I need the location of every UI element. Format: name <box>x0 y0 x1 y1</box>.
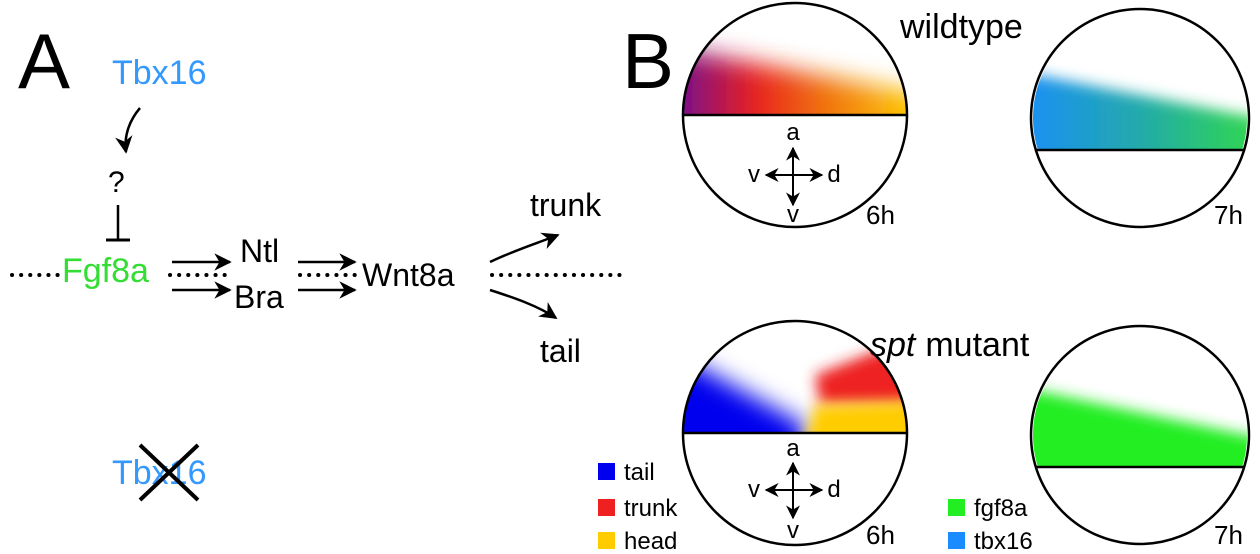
unknown-label: ? <box>108 166 125 199</box>
expression <box>1010 70 1260 170</box>
legend-swatch <box>598 532 615 549</box>
legend-label: tail <box>624 459 655 486</box>
fate-label: trunk <box>530 187 602 223</box>
axis-label: a <box>786 119 800 146</box>
time-label: 6h <box>866 520 895 550</box>
condition-title: wildtype <box>899 8 1023 46</box>
legend-swatch <box>948 499 965 516</box>
axis-label: v <box>787 201 799 228</box>
fate-label: tail <box>540 333 581 369</box>
axis-label: d <box>827 476 840 503</box>
legend-swatch <box>598 499 615 516</box>
gene-label: Wnt8a <box>362 257 455 293</box>
gene-label: Tbx16 <box>112 454 207 492</box>
panel-label: A <box>18 17 70 105</box>
time-label: 7h <box>1214 200 1243 230</box>
gene-label: Fgf8a <box>62 252 149 290</box>
axis-label: d <box>827 161 840 188</box>
expression <box>1010 385 1260 490</box>
legend-label: tbx16 <box>974 528 1033 554</box>
legend-swatch <box>948 532 965 549</box>
time-label: 6h <box>866 200 895 230</box>
arrow <box>490 235 558 262</box>
gene-label: Bra <box>234 279 284 315</box>
time-label: 7h <box>1214 520 1243 550</box>
gene-label: Tbx16 <box>112 54 207 92</box>
axis-label: a <box>786 435 800 462</box>
legend-label: fgf8a <box>974 495 1028 522</box>
arrow <box>490 290 556 318</box>
axis-label: v <box>748 476 760 503</box>
figure: A Tbx16 ? Fgf8a Ntl Bra Wnt8a trunk tail… <box>0 0 1260 554</box>
legend-swatch <box>598 463 615 480</box>
panel-label: B <box>622 17 674 105</box>
legend-label: head <box>624 528 677 554</box>
gene-label: Ntl <box>240 233 279 269</box>
arrow <box>126 108 140 152</box>
panel-a: A Tbx16 ? Fgf8a Ntl Bra Wnt8a trunk tail… <box>12 17 620 500</box>
legend-label: trunk <box>624 495 678 522</box>
axis-label: v <box>787 517 799 544</box>
title-rest: mutant <box>925 326 1029 364</box>
axis-label: v <box>748 161 760 188</box>
